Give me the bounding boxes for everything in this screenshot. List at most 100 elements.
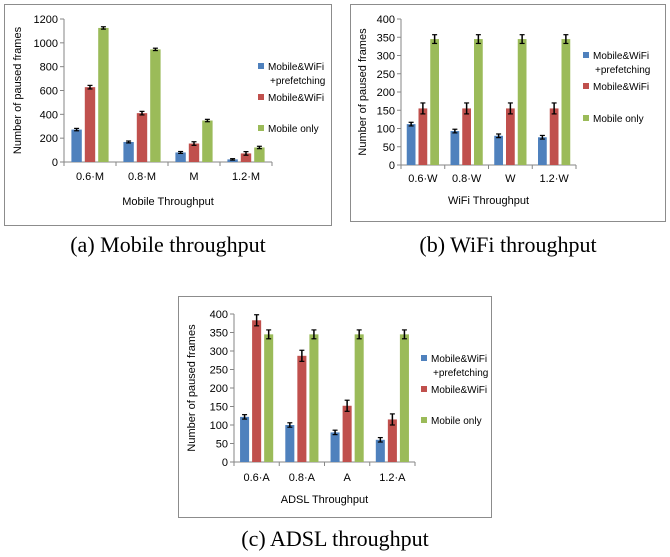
y-tick-label: 250 [377, 69, 395, 81]
bar-mobile-wifi [84, 87, 96, 162]
bar-prefetching [450, 131, 460, 165]
legend-label: Mobile&WiFi [431, 354, 487, 365]
bar-prefetching [240, 416, 250, 462]
bar-mobile-wifi [506, 108, 515, 165]
x-tick-label: A [343, 472, 351, 484]
x-tick-label: 1.2·W [539, 173, 569, 185]
x-tick-label: 1.2·A [379, 472, 406, 484]
y-tick-label: 400 [377, 14, 395, 26]
y-tick-label: 300 [210, 346, 228, 358]
caption-c: (c) ADSL throughput [241, 526, 429, 551]
y-tick-label: 0 [222, 457, 228, 469]
x-tick-label: 0.8·W [452, 173, 482, 185]
legend-swatch [583, 52, 589, 58]
legend-label: Mobile&WiFi [431, 385, 487, 396]
legend-label-line2: +prefetching [595, 65, 650, 76]
bar-mobile-only [474, 39, 483, 166]
bar-mobile-wifi [240, 153, 252, 162]
bar-mobile-wifi [252, 320, 262, 462]
bar-mobile-only [561, 39, 571, 166]
y-tick-label: 1200 [34, 14, 58, 26]
x-tick-label: 0.8·M [128, 171, 156, 183]
bar-mobile-wifi [418, 108, 428, 165]
legend-swatch [258, 63, 264, 69]
bar-mobile-only [202, 120, 213, 162]
legend-label: Mobile&WiFi [268, 93, 324, 104]
bar-mobile-only [399, 334, 409, 462]
bar-prefetching [175, 152, 186, 162]
y-tick-label: 800 [40, 62, 58, 74]
legend-swatch [258, 94, 264, 100]
bar-prefetching [330, 432, 340, 462]
bar-mobile-only [430, 39, 439, 166]
legend-label-line2: +prefetching [270, 76, 325, 87]
x-tick-label: 1.2·M [232, 171, 260, 183]
x-tick-label: 0.8·A [289, 472, 316, 484]
y-tick-label: 350 [210, 328, 228, 340]
y-axis-label: Number of paused frames [357, 28, 369, 156]
y-tick-label: 200 [210, 383, 228, 395]
bar-mobile-wifi [297, 355, 307, 462]
y-tick-label: 250 [210, 365, 228, 377]
y-tick-label: 50 [383, 142, 395, 154]
chart-panel-adsl: 0 50 100 150 200 250 300 350 400 0.6·A 0.8·A A 1.2·A… [178, 296, 492, 518]
bar-mobile-wifi [387, 419, 397, 462]
bar-mobile-wifi [136, 113, 148, 162]
chart-wifi-throughput: 0 50 100 150 200 250 300 350 400 0.6·W 0.8·W W 1.2·W… [350, 4, 666, 222]
chart-mobile-throughput: 0 200 400 600 800 1000 1200 0.6·M 0.8·M M 1.2·M Mob… [4, 4, 332, 226]
y-tick-label: 0 [389, 160, 395, 172]
legend-label: Mobile only [268, 124, 319, 135]
legend-swatch [421, 386, 427, 392]
x-axis-label: WiFi Throughput [448, 195, 529, 207]
bar-prefetching [494, 135, 503, 165]
chart-frame [4, 4, 332, 226]
bar-mobile-wifi [549, 108, 559, 165]
legend-label: Mobile&WiFi [593, 82, 649, 93]
bar-mobile-only [517, 39, 527, 166]
legend-label: Mobile&WiFi [593, 51, 649, 62]
bar-mobile-only [354, 334, 364, 462]
y-tick-label: 400 [210, 309, 228, 321]
y-tick-label: 1000 [34, 38, 58, 50]
bar-mobile-only [98, 27, 109, 162]
bar-prefetching [123, 141, 134, 162]
legend-label: Mobile only [431, 416, 482, 427]
legend-swatch [258, 125, 264, 131]
bar-prefetching [71, 129, 82, 162]
y-tick-label: 300 [377, 51, 395, 63]
caption-b: (b) WiFi throughput [419, 232, 597, 257]
y-tick-label: 0 [52, 157, 58, 169]
caption-a: (a) Mobile throughput [70, 232, 266, 257]
chart-panel-mobile: 0 200 400 600 800 1000 1200 0.6·M 0.8·M M 1.2·M Mob… [4, 4, 332, 226]
y-tick-label: 100 [210, 420, 228, 432]
y-axis-label: Number of paused frames [12, 26, 24, 154]
x-tick-label: 0.6·W [408, 173, 438, 185]
bar-prefetching [285, 425, 295, 462]
legend-swatch [583, 83, 589, 89]
y-tick-label: 400 [40, 109, 58, 121]
y-tick-label: 350 [377, 32, 395, 44]
y-tick-label: 200 [377, 87, 395, 99]
x-tick-label: 0.6·A [243, 472, 270, 484]
y-tick-label: 600 [40, 86, 58, 98]
chart-adsl-throughput: 0 50 100 150 200 250 300 350 400 0.6·A 0.8·A A 1.2·A… [178, 296, 492, 518]
y-tick-label: 100 [377, 124, 395, 136]
x-axis-label: ADSL Throughput [281, 494, 368, 506]
bar-mobile-only [264, 334, 274, 462]
x-axis-label: Mobile Throughput [122, 196, 214, 208]
y-tick-label: 200 [40, 133, 58, 145]
y-tick-label: 50 [216, 439, 228, 451]
x-tick-label: W [505, 173, 516, 185]
bar-mobile-wifi [462, 108, 471, 165]
x-tick-label: 0.6·M [76, 171, 104, 183]
legend-swatch [421, 417, 427, 423]
bar-prefetching [538, 137, 547, 165]
y-tick-label: 150 [210, 402, 228, 414]
bar-prefetching [406, 124, 416, 165]
legend-swatch [583, 115, 589, 121]
legend-label-line2: +prefetching [433, 368, 488, 379]
chart-panel-wifi: 0 50 100 150 200 250 300 350 400 0.6·W 0.8·W W 1.2·W… [350, 4, 666, 222]
bar-mobile-only [254, 147, 265, 162]
y-axis-label: Number of paused frames [186, 324, 198, 452]
x-tick-label: M [189, 171, 198, 183]
